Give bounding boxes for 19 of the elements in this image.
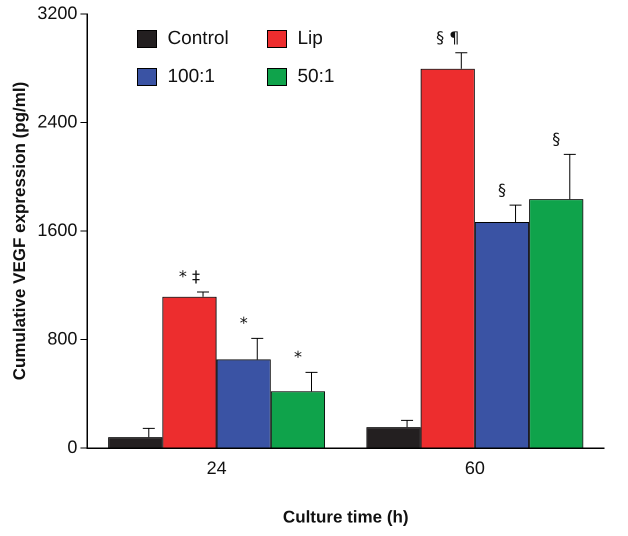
x-tick-label: 60 [464, 458, 485, 478]
y-tick-label: 1600 [37, 220, 78, 240]
legend-label: Lip [297, 28, 323, 50]
y-tick-label: 2400 [37, 111, 78, 132]
legend-label: 50:1 [297, 66, 334, 88]
x-axis-title: Culture time (h) [282, 507, 409, 526]
annotation: * [240, 314, 248, 333]
annotation: § ¶ [436, 28, 460, 47]
y-tick-label: 3200 [37, 2, 78, 23]
annotation: § [498, 180, 506, 200]
legend-label: Control [167, 28, 229, 50]
legend-label: 100:1 [167, 66, 215, 88]
y-tick-label: 800 [47, 328, 78, 348]
x-tick-label: 24 [206, 458, 227, 478]
y-tick-label: 0 [67, 436, 78, 457]
annotation: * ‡ [178, 267, 200, 286]
annotation: * [294, 347, 302, 366]
annotation: § [552, 130, 560, 149]
y-axis-title: Cumulative VEGF expression (pg/ml) [10, 82, 29, 380]
